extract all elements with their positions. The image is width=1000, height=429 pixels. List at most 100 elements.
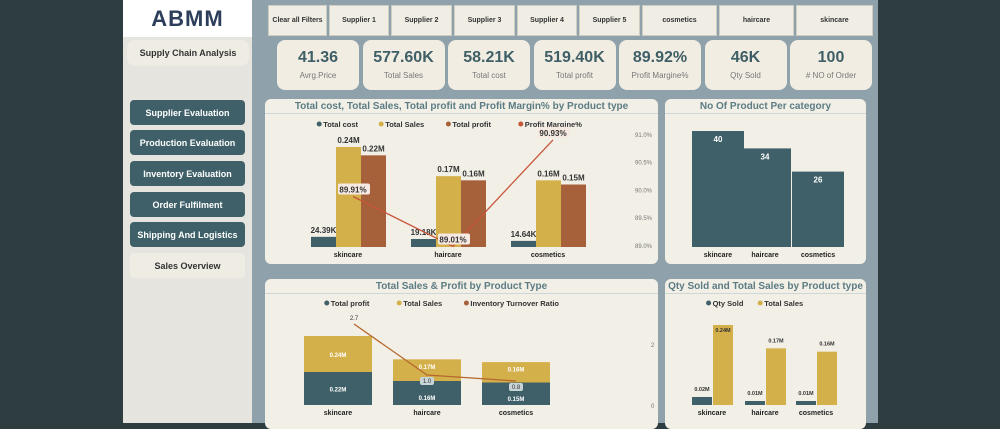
data-label: 0.16M (819, 342, 835, 348)
data-label: 0.22M (362, 144, 385, 153)
x-tick-label: skincare (334, 252, 363, 259)
kpi-label: Profit Margine% (631, 71, 689, 80)
data-label: 19.18K (411, 228, 437, 237)
label-bg (420, 377, 434, 385)
bar-total-sales (304, 336, 372, 372)
chart-qty-sales: Qty Sold and Total Sales by Product type… (665, 279, 866, 429)
legend-label: Total Sales (764, 299, 803, 308)
filter-supplier-2[interactable]: Supplier 2 (391, 5, 452, 36)
legend-label: Inventory Turnover Ratio (470, 299, 559, 308)
data-label: 1.0 (423, 379, 432, 385)
bar-total-profit (561, 184, 586, 247)
legend-marker (757, 300, 763, 306)
data-label: 0.17M (419, 365, 436, 371)
sidebar-item-shipping-and-logistics[interactable]: Shipping And Logistics (130, 222, 245, 247)
bar-total-profit (304, 372, 372, 405)
legend-label: Total Sales (385, 120, 424, 129)
label-bg (338, 183, 370, 195)
x-tick-label: cosmetics (499, 410, 533, 417)
chart-title: Total Sales & Profit by Product Type (265, 279, 658, 294)
chart-title: Qty Sold and Total Sales by Product type (665, 279, 866, 294)
label-bg (438, 233, 470, 245)
kpi-label: # NO of Order (805, 71, 857, 80)
legend-label: Total profit (331, 299, 370, 308)
y2-tick-label: 90.5% (635, 161, 653, 167)
kpi-value: 58.21K (463, 49, 515, 66)
data-label: 0.16M (508, 367, 525, 373)
legend-marker (463, 300, 469, 306)
filter-supplier-1[interactable]: Supplier 1 (329, 5, 389, 36)
kpi-value: 89.92% (632, 49, 688, 66)
x-tick-label: cosmetics (799, 410, 833, 417)
x-tick-label: haircare (413, 410, 440, 417)
chart-3-svg: Total profit Total Sales Inventory Turnove… (304, 299, 655, 417)
sidebar-item-order-fulfilment[interactable]: Order Fulfilment (130, 192, 245, 217)
kpi-label: Total Sales (383, 71, 424, 80)
kpi-card: 577.60K Total Sales (362, 40, 445, 90)
filter-haircare[interactable]: haircare (719, 5, 794, 36)
kpi-card: 58.21K Total cost (448, 40, 530, 90)
filter-supplier-4[interactable]: Supplier 4 (517, 5, 577, 36)
legend-marker (378, 121, 384, 127)
filter-skincare[interactable]: skincare (796, 5, 873, 36)
chart-products-per-category: No Of Product Per category 40 skincare 34 h… (665, 99, 866, 264)
data-label: 0.8 (512, 385, 521, 391)
x-tick-label: cosmetics (531, 252, 565, 259)
kpi-card: 519.40K Total profit (533, 40, 616, 90)
data-label: 0.01M (747, 391, 763, 397)
legend-label: Qty Sold (713, 299, 744, 308)
kpi-label: Total cost (472, 71, 506, 80)
kpi-value: 519.40K (544, 49, 605, 66)
legend-label: Total cost (323, 120, 358, 129)
legend-label: Total Sales (403, 299, 442, 308)
y2-tick-label: 0 (651, 404, 655, 410)
sidebar-item-production-evaluation[interactable]: Production Evaluation (130, 130, 245, 155)
data-label: 89.01% (439, 235, 466, 244)
data-label: 90.93% (539, 129, 566, 138)
bar-total-sales (536, 180, 561, 247)
bar-total-profit (361, 155, 386, 247)
data-label: 0.16M (537, 169, 560, 178)
chart-1-svg: Total cost Total Sales Total profit Profit … (311, 120, 653, 259)
legend-label: Profit Margine% (525, 120, 582, 129)
bar-product-count (692, 131, 744, 247)
supply-chain-analysis-button[interactable]: Supply Chain Analysis (127, 40, 249, 66)
filter-supplier-5[interactable]: Supplier 5 (579, 5, 640, 36)
legend-label: Total profit (452, 120, 491, 129)
sidebar-item-inventory-evaluation[interactable]: Inventory Evaluation (130, 161, 245, 186)
label-bg (538, 126, 570, 138)
sidebar-item-supplier-evaluation[interactable]: Supplier Evaluation (130, 100, 245, 125)
chart-sales-profit: Total Sales & Profit by Product Type Tot… (265, 279, 658, 429)
data-label: 0.15M (562, 174, 585, 183)
kpi-label: Total profit (556, 71, 593, 80)
x-tick-label: skincare (698, 410, 727, 417)
chart-title: No Of Product Per category (665, 99, 866, 114)
kpi-value: 46K (730, 49, 761, 66)
data-label: 0.16M (419, 396, 436, 402)
bar-total-cost (511, 240, 536, 247)
data-label: 40 (714, 135, 723, 144)
bar-total-sales (766, 348, 786, 405)
data-label: 14.64K (511, 230, 537, 239)
kpi-card: 89.92% Profit Margine% (619, 40, 701, 90)
bar-total-sales (336, 147, 361, 247)
chart-title: Total cost, Total Sales, Total profit an… (265, 99, 658, 114)
bar-total-cost (311, 236, 336, 247)
x-tick-label: haircare (751, 252, 778, 259)
bar-total-sales (817, 351, 837, 405)
data-label: 0.01M (798, 391, 814, 397)
filter-supplier-3[interactable]: Supplier 3 (454, 5, 515, 36)
x-tick-label: haircare (434, 252, 461, 259)
logo: ABMM (123, 0, 252, 37)
bar-qty-sold (796, 401, 816, 405)
clear-filters-button[interactable]: Clear all Filters (268, 5, 327, 36)
x-tick-label: haircare (751, 410, 778, 417)
sidebar-item-sales-overview[interactable]: Sales Overview (130, 253, 245, 278)
chart-4-svg: Qty Sold Total Sales 0.02M 0.24M skincare 0.0… (692, 299, 837, 417)
x-tick-label: skincare (704, 252, 733, 259)
legend-marker (396, 300, 402, 306)
kpi-card: 46K Qty Sold (704, 40, 787, 90)
bar-qty-sold (692, 397, 712, 405)
filter-cosmetics[interactable]: cosmetics (642, 5, 717, 36)
data-label: 26 (814, 176, 823, 185)
